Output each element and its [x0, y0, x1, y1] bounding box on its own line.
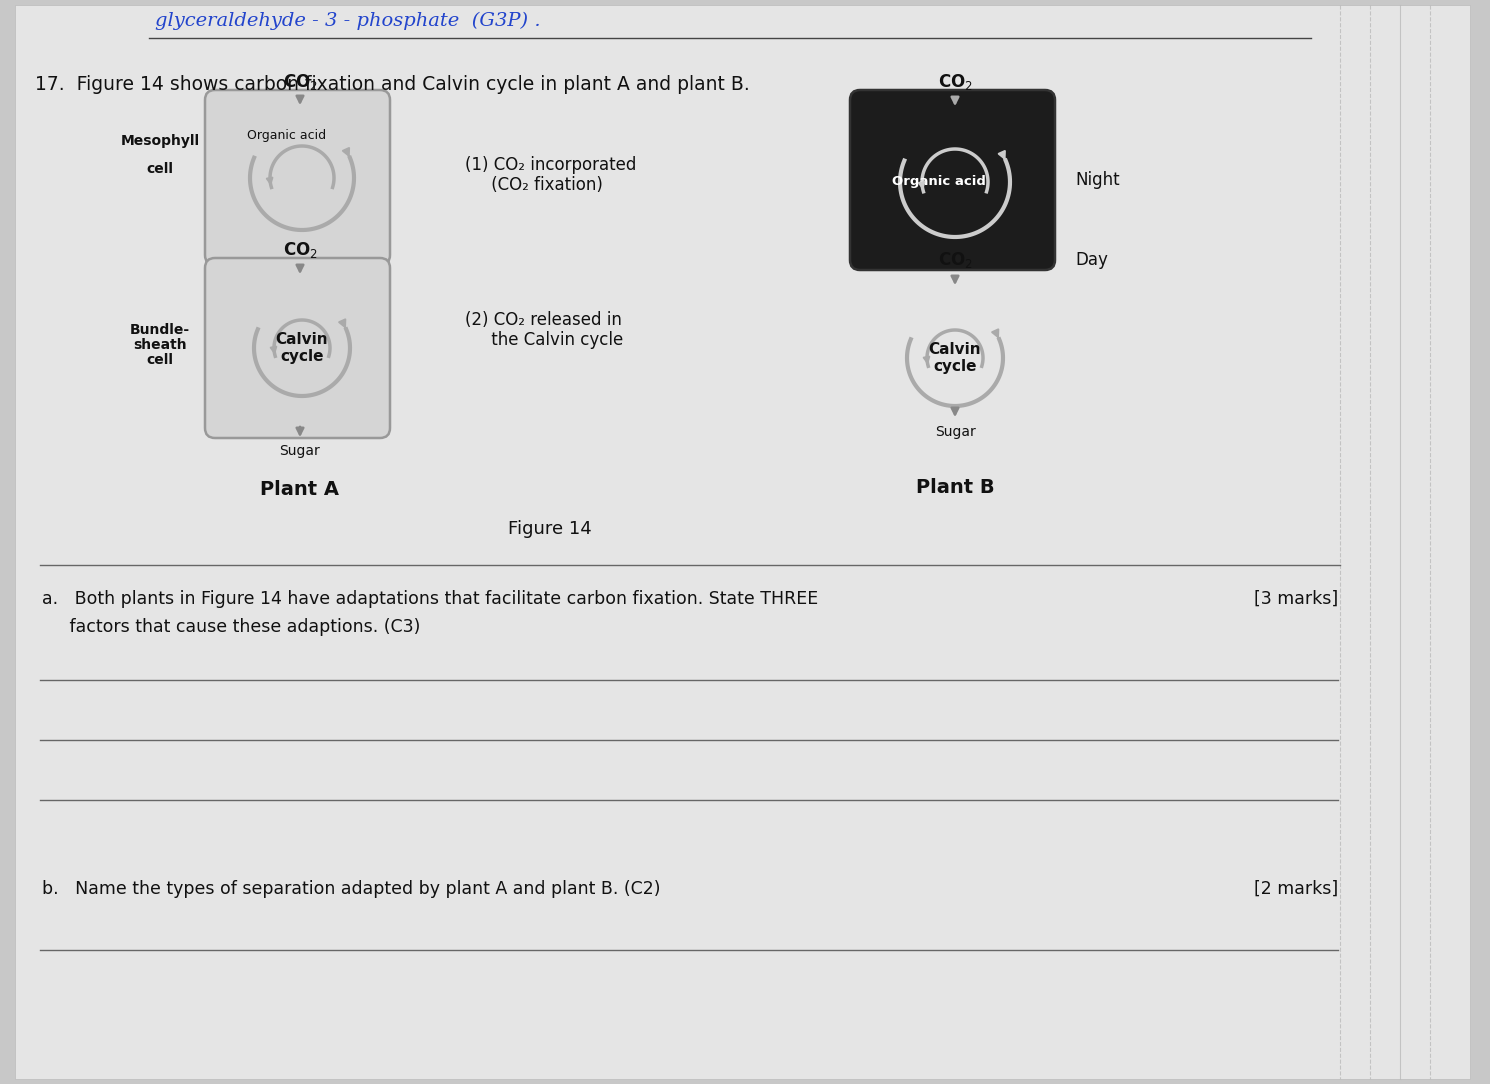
- Text: the Calvin cycle: the Calvin cycle: [465, 331, 623, 349]
- Text: [2 marks]: [2 marks]: [1253, 880, 1338, 898]
- Text: [3 marks]: [3 marks]: [1253, 590, 1338, 608]
- Text: glyceraldehyde - 3 - phosphate  (G3P) .: glyceraldehyde - 3 - phosphate (G3P) .: [155, 12, 541, 30]
- FancyBboxPatch shape: [849, 90, 1055, 270]
- Text: Mesophyll: Mesophyll: [121, 134, 200, 149]
- Text: cell: cell: [146, 162, 173, 176]
- FancyBboxPatch shape: [15, 5, 1471, 1079]
- Text: CO$_2$: CO$_2$: [283, 72, 317, 92]
- Text: b.   Name the types of separation adapted by plant A and plant B. (C2): b. Name the types of separation adapted …: [42, 880, 660, 898]
- Text: CO$_2$: CO$_2$: [937, 72, 973, 92]
- Text: Organic acid: Organic acid: [893, 176, 986, 189]
- Text: a.   Both plants in Figure 14 have adaptations that facilitate carbon fixation. : a. Both plants in Figure 14 have adaptat…: [42, 590, 818, 608]
- FancyBboxPatch shape: [206, 90, 390, 264]
- FancyBboxPatch shape: [206, 258, 390, 438]
- Text: Figure 14: Figure 14: [508, 520, 592, 538]
- Text: Night: Night: [1074, 171, 1119, 189]
- Text: CO$_2$: CO$_2$: [937, 250, 973, 270]
- Text: Calvin
cycle: Calvin cycle: [928, 341, 982, 374]
- Text: Sugar: Sugar: [934, 425, 976, 439]
- Text: factors that cause these adaptions. (C3): factors that cause these adaptions. (C3): [42, 618, 420, 636]
- Text: (2) CO₂ released in: (2) CO₂ released in: [465, 311, 621, 330]
- Text: Calvin
cycle: Calvin cycle: [276, 332, 328, 364]
- Text: 17.  Figure 14 shows carbon fixation and Calvin cycle in plant A and plant B.: 17. Figure 14 shows carbon fixation and …: [34, 75, 749, 94]
- Text: (CO₂ fixation): (CO₂ fixation): [465, 176, 603, 194]
- Text: cell: cell: [146, 353, 173, 367]
- Text: Sugar: Sugar: [280, 444, 320, 459]
- Text: Day: Day: [1074, 251, 1109, 269]
- Text: sheath: sheath: [133, 338, 186, 352]
- Text: Plant A: Plant A: [261, 480, 340, 499]
- Text: CO$_2$: CO$_2$: [283, 240, 317, 260]
- Text: Organic acid: Organic acid: [247, 129, 326, 142]
- Text: Bundle-: Bundle-: [130, 323, 191, 337]
- Text: (1) CO₂ incorporated: (1) CO₂ incorporated: [465, 156, 636, 175]
- Text: Plant B: Plant B: [916, 478, 994, 496]
